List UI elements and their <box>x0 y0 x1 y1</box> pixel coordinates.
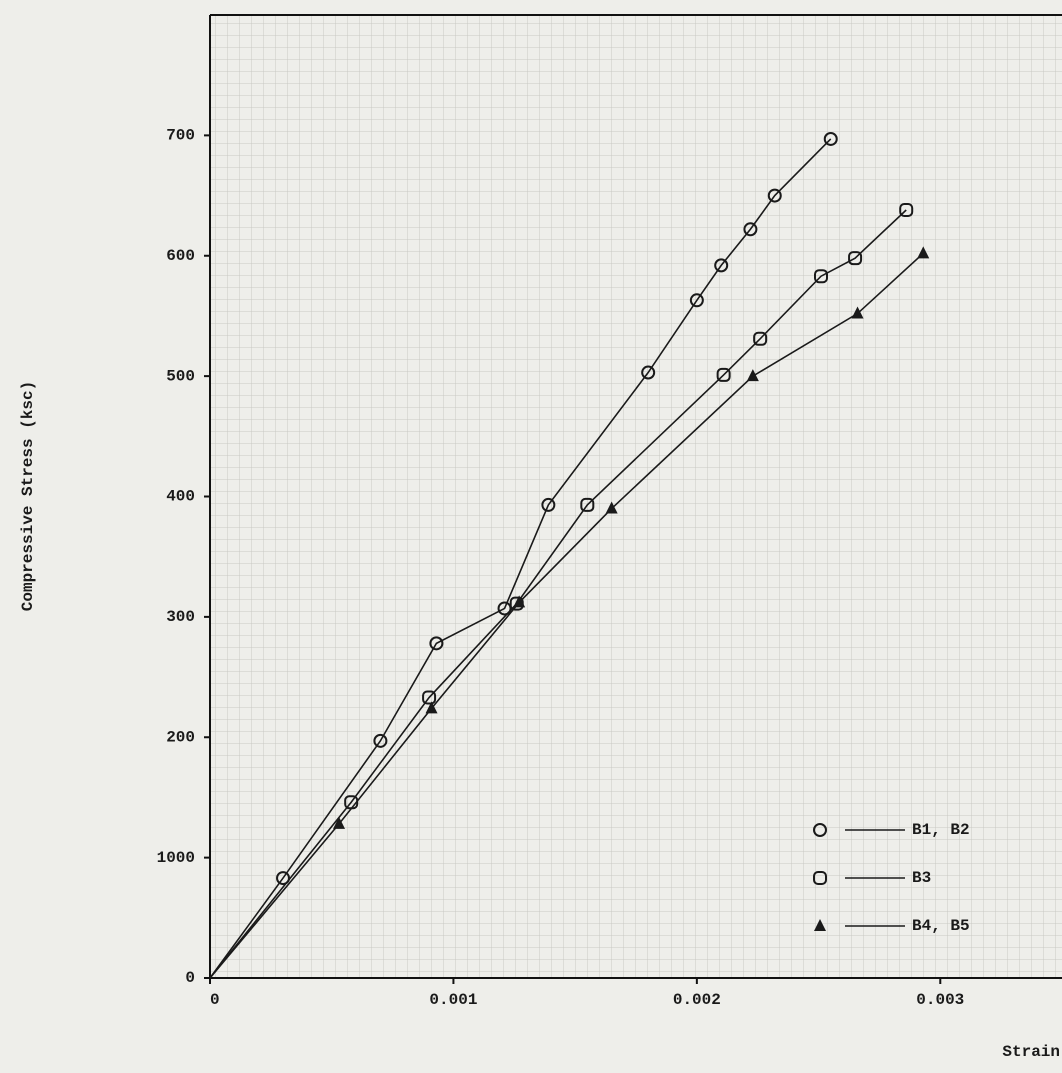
y-axis-label: Compressive Stress (ksc) <box>19 381 37 611</box>
marker <box>851 306 864 319</box>
marker <box>848 251 863 266</box>
marker <box>333 816 346 829</box>
marker <box>373 733 388 748</box>
y-tick-label: 1000 <box>157 849 195 867</box>
marker <box>641 365 656 380</box>
marker <box>917 246 930 259</box>
marker <box>743 222 758 237</box>
marker <box>767 188 782 203</box>
marker <box>422 690 437 705</box>
y-tick-label: 400 <box>166 488 195 506</box>
marker <box>497 601 512 616</box>
marker <box>899 203 914 218</box>
marker <box>714 258 729 273</box>
graph-paper <box>210 15 1062 978</box>
legend-label: B4, B5 <box>912 917 970 935</box>
y-tick-label: 700 <box>166 127 195 145</box>
marker <box>753 331 768 346</box>
series-line <box>209 209 907 979</box>
series-line <box>209 252 924 979</box>
marker <box>746 369 759 382</box>
marker <box>513 595 526 608</box>
legend-label: B1, B2 <box>912 821 970 839</box>
y-tick-label: 300 <box>166 608 195 626</box>
marker <box>276 871 291 886</box>
marker <box>689 293 704 308</box>
x-tick-label: 0.001 <box>429 991 477 1009</box>
marker <box>716 367 731 382</box>
x-axis-label: Strain <box>1002 1043 1060 1061</box>
marker <box>429 636 444 651</box>
x-tick-label: 0.003 <box>916 991 964 1009</box>
y-tick-label: 0 <box>185 969 195 987</box>
x-tick-label: 0.002 <box>673 991 721 1009</box>
marker <box>823 131 838 146</box>
marker <box>814 269 829 284</box>
marker <box>813 871 827 885</box>
y-tick-label: 600 <box>166 247 195 265</box>
legend-label: B3 <box>912 869 931 887</box>
y-tick-label: 200 <box>166 728 195 746</box>
marker <box>541 497 556 512</box>
x-tick-label: 0 <box>210 991 220 1009</box>
marker <box>813 823 827 837</box>
marker <box>425 701 438 714</box>
marker <box>605 501 618 514</box>
marker <box>580 497 595 512</box>
y-tick-label: 500 <box>166 367 195 385</box>
marker <box>814 919 826 931</box>
